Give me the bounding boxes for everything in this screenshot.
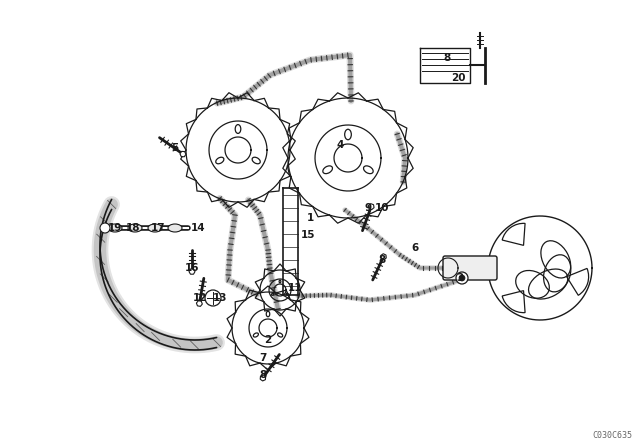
Text: 6: 6 <box>412 243 419 253</box>
Text: 8: 8 <box>259 370 267 380</box>
Text: 10: 10 <box>375 203 389 213</box>
Ellipse shape <box>108 224 122 232</box>
Ellipse shape <box>148 224 162 232</box>
FancyBboxPatch shape <box>443 256 497 280</box>
Text: 1: 1 <box>307 213 314 223</box>
Text: 18: 18 <box>125 223 140 233</box>
Circle shape <box>205 290 221 306</box>
Circle shape <box>459 275 465 281</box>
Text: 4: 4 <box>336 140 344 150</box>
Text: 5: 5 <box>172 143 179 153</box>
Text: 12: 12 <box>193 293 207 303</box>
Text: 8: 8 <box>378 255 386 265</box>
Text: 14: 14 <box>191 223 205 233</box>
Circle shape <box>100 223 110 233</box>
Circle shape <box>456 272 468 284</box>
Text: C030C635: C030C635 <box>592 431 632 440</box>
Text: 16: 16 <box>185 263 199 273</box>
Text: 9: 9 <box>364 203 372 213</box>
Ellipse shape <box>168 224 182 232</box>
Text: 3: 3 <box>456 273 463 283</box>
Text: 17: 17 <box>150 223 165 233</box>
Text: 7: 7 <box>259 353 267 363</box>
Text: 15: 15 <box>301 230 316 240</box>
Text: 11: 11 <box>288 283 302 293</box>
Text: 2: 2 <box>264 335 271 345</box>
Text: 8: 8 <box>444 53 451 63</box>
Ellipse shape <box>128 224 142 232</box>
Text: 20: 20 <box>451 73 465 83</box>
Text: 19: 19 <box>108 223 122 233</box>
Text: 13: 13 <box>212 293 227 303</box>
